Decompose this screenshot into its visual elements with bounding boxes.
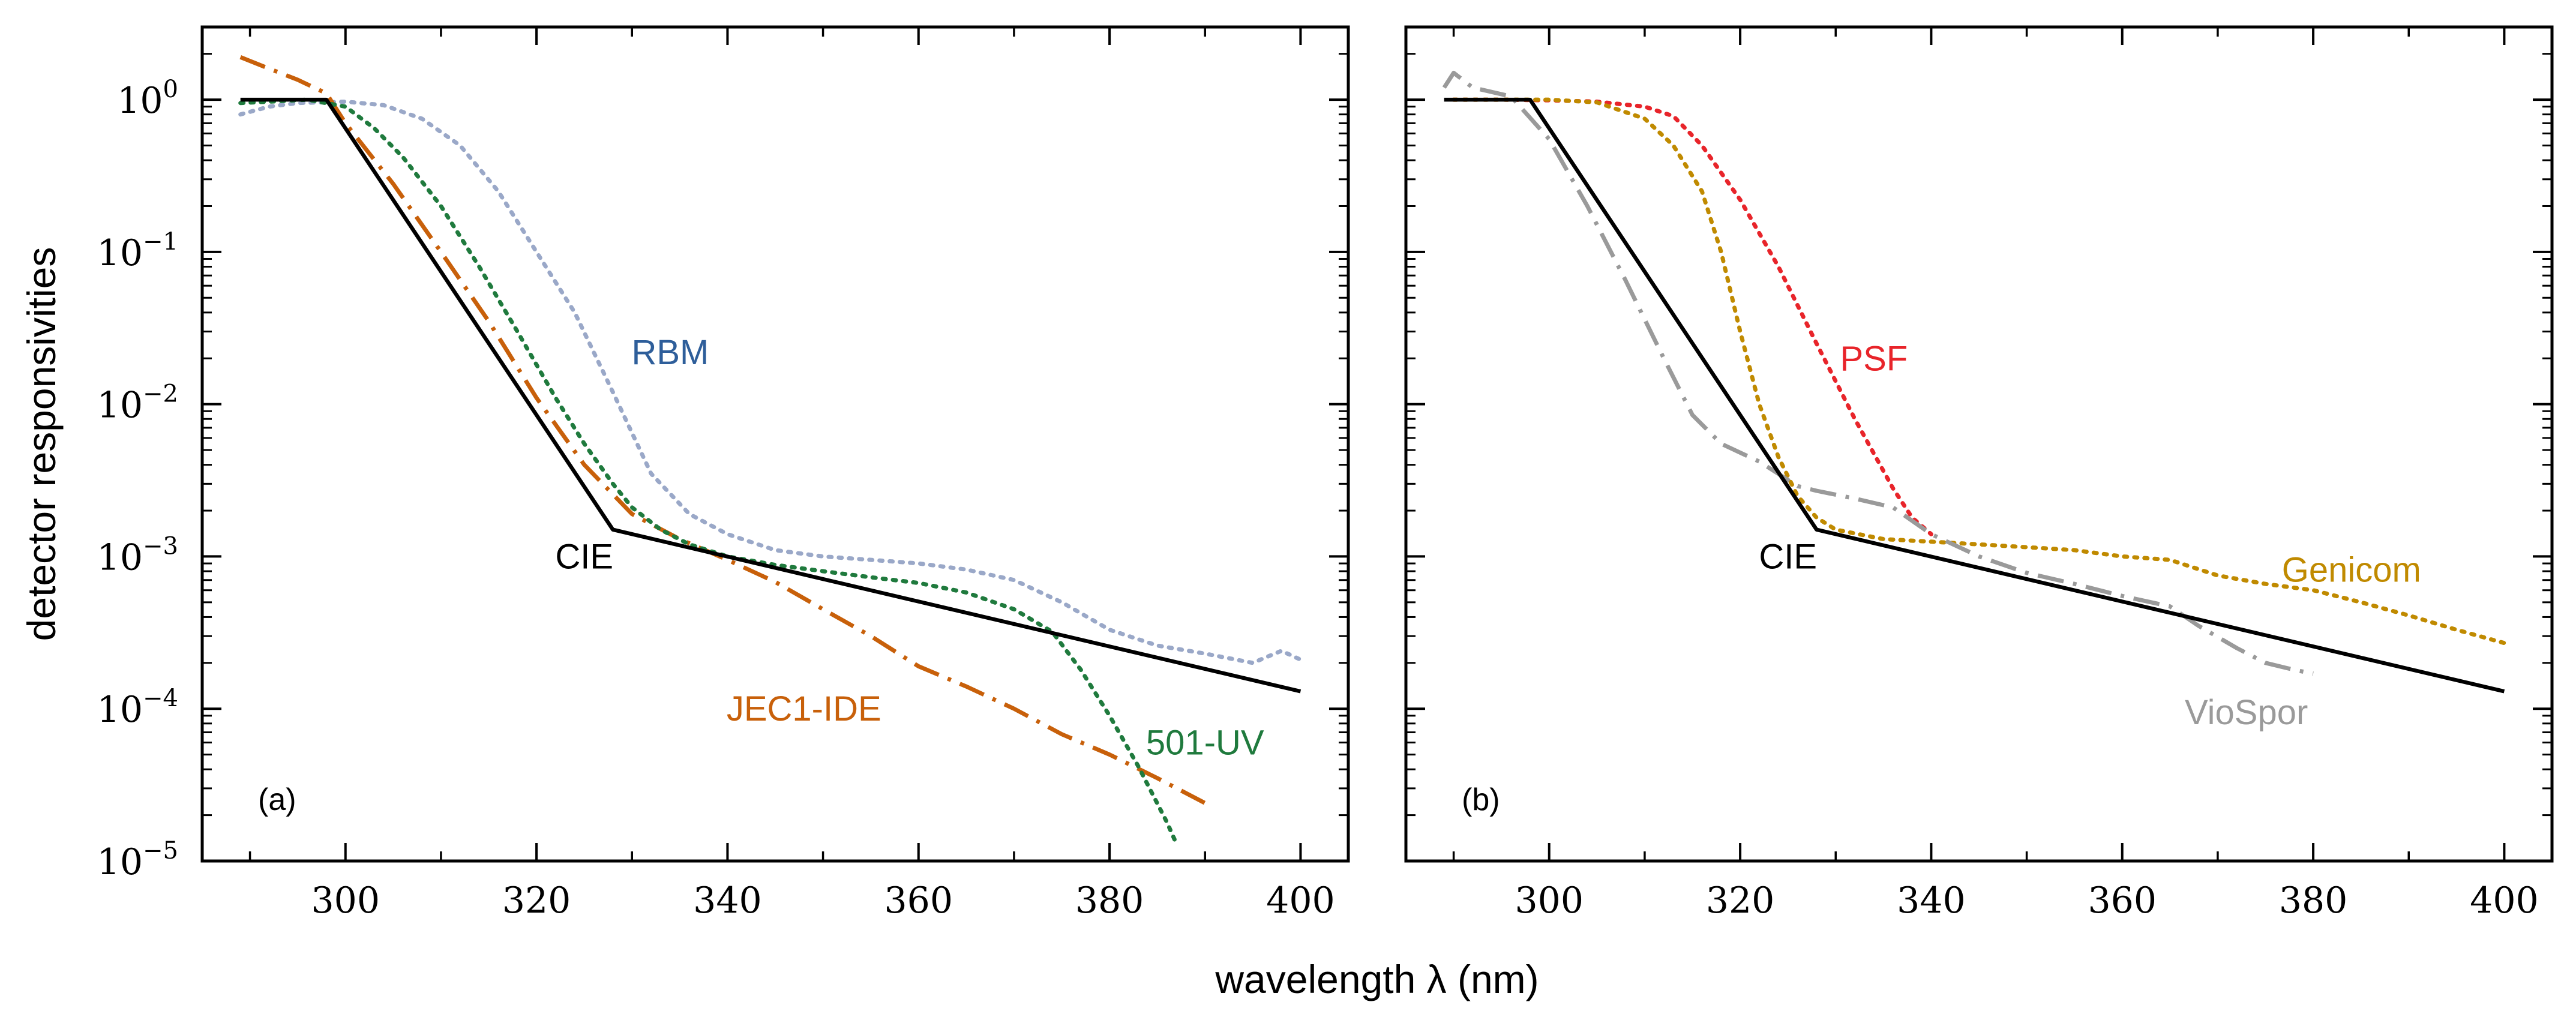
- panel-a-label: (a): [258, 782, 296, 817]
- panel-b-frame: [1404, 25, 2554, 863]
- x-axis-title: wavelength λ (nm): [1214, 957, 1539, 1001]
- y-tick-label: 10−3: [97, 532, 178, 578]
- series-cie: [1444, 97, 2505, 694]
- x-tick-label: 400: [1266, 880, 1335, 922]
- y-tick-label: 10−5: [97, 837, 178, 883]
- series-rbm: [238, 99, 1303, 665]
- series-cie: [240, 97, 1302, 694]
- panel-a-frame: [200, 25, 1350, 863]
- panel-a: 100 10−1 10−2 10−3 10−4 10−5 300 320 340 360 380 4…: [97, 25, 1350, 922]
- series-label-viospor: VioSpor: [2185, 693, 2308, 732]
- series-label-cie: CIE: [555, 537, 613, 576]
- y-tick-label: 100: [117, 76, 178, 122]
- x-tick-label: 400: [2470, 880, 2539, 922]
- y-tick-label: 10−2: [97, 380, 178, 427]
- x-tick-label: 340: [1897, 880, 1966, 922]
- series-label-psf: PSF: [1840, 339, 1908, 378]
- series-label-cie: CIE: [1759, 537, 1817, 576]
- series-501-uv: [238, 97, 1178, 846]
- x-tick-label: 320: [502, 880, 571, 922]
- series-label-genicom: Genicom: [2282, 550, 2421, 589]
- x-tick-label: 300: [1515, 880, 1584, 922]
- x-tick-label: 380: [1075, 880, 1144, 922]
- series-label-jec1-ide: JEC1-IDE: [727, 689, 881, 728]
- x-tick-label: 360: [2088, 880, 2157, 922]
- panel-a-series: [238, 55, 1303, 846]
- series-genicom: [1452, 97, 2506, 646]
- series-viospor: [1442, 70, 2314, 676]
- panel-b-label: (b): [1462, 782, 1500, 817]
- panel-a-y-tick-labels: 100 10−1 10−2 10−3 10−4 10−5: [97, 76, 178, 883]
- series-jec1-ide: [239, 55, 1206, 805]
- series-label-rbm: RBM: [631, 333, 709, 372]
- x-tick-label: 320: [1706, 880, 1775, 922]
- panel-b-ticks: [1406, 26, 2552, 862]
- x-tick-label: 340: [693, 880, 762, 922]
- panel-b-x-tick-labels: 300 320 340 360 380 400: [1515, 880, 2538, 922]
- x-tick-label: 300: [311, 880, 380, 922]
- y-tick-label: 10−1: [97, 228, 178, 274]
- x-tick-label: 360: [884, 880, 953, 922]
- panel-a-ticks: [202, 26, 1348, 862]
- panel-b-annotations: PSF CIE Genicom VioSpor: [1759, 339, 2421, 732]
- x-tick-label: 380: [2279, 880, 2348, 922]
- panel-b-series: [1442, 70, 2506, 694]
- panel-a-annotations: RBM CIE JEC1-IDE 501-UV: [555, 333, 1264, 763]
- series-label-501-uv: 501-UV: [1146, 724, 1264, 763]
- y-tick-label: 10−4: [97, 685, 178, 731]
- panel-a-x-tick-labels: 300 320 340 360 380 400: [311, 880, 1335, 922]
- series-psf: [1452, 97, 1933, 536]
- y-axis-title: detector responsivities: [19, 247, 64, 641]
